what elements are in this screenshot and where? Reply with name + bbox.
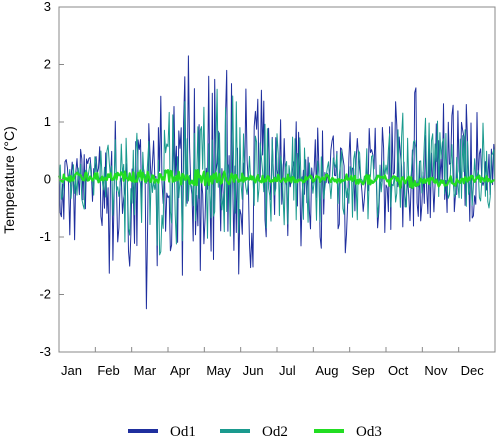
y-axis-ticks: -3 -2 -1 0 1 2 3 bbox=[39, 0, 64, 359]
y-tick-label: -1 bbox=[39, 229, 51, 244]
x-tick-label: Jun bbox=[243, 363, 264, 378]
y-axis-label: Temperature (°C) bbox=[1, 126, 17, 234]
x-tick-label: Jan bbox=[61, 363, 82, 378]
series-line-od1 bbox=[58, 55, 496, 310]
y-tick-label: 2 bbox=[44, 57, 51, 72]
legend-label-od1: Od1 bbox=[170, 424, 196, 438]
x-tick-label: Mar bbox=[134, 363, 157, 378]
y-tick-label: -2 bbox=[39, 287, 51, 302]
x-tick-label: Dec bbox=[461, 363, 485, 378]
legend-label-od2: Od2 bbox=[262, 424, 288, 438]
x-tick-label: Sep bbox=[352, 363, 375, 378]
series-line-od2 bbox=[58, 88, 496, 256]
x-tick-label: Aug bbox=[315, 363, 338, 378]
series-layer bbox=[57, 55, 496, 310]
y-tick-label: -3 bbox=[39, 344, 51, 359]
x-tick-label: Nov bbox=[424, 363, 448, 378]
x-axis-ticks: Jan Feb Mar Apr May Jun Jul Aug Sep Oct Nov Dec bbox=[61, 347, 484, 378]
y-tick-label: 0 bbox=[44, 172, 51, 187]
legend-label-od3: Od3 bbox=[356, 424, 382, 438]
series-line-od3 bbox=[57, 169, 496, 189]
x-tick-label: Oct bbox=[388, 363, 409, 378]
x-tick-label: Jul bbox=[279, 363, 296, 378]
x-tick-label: Apr bbox=[170, 363, 191, 378]
legend: Od1 Od2 Od3 bbox=[128, 424, 382, 438]
x-tick-label: May bbox=[206, 363, 231, 378]
x-tick-label: Feb bbox=[97, 363, 119, 378]
y-tick-label: 3 bbox=[44, 0, 51, 14]
y-tick-label: 1 bbox=[44, 114, 51, 129]
